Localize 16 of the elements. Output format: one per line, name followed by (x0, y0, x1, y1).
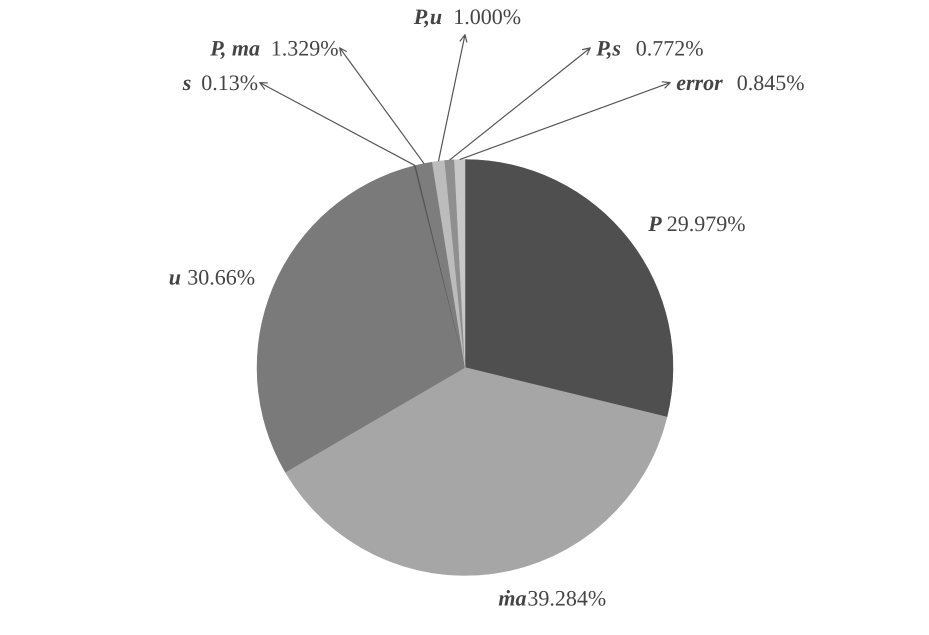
data-label: 1.000% (453, 4, 522, 30)
data-label: 39.284% (527, 586, 606, 611)
slice-label: s (182, 70, 192, 96)
slice-label: error (676, 70, 724, 96)
data-label: 0.772% (636, 35, 704, 60)
data-label: 30.66% (187, 264, 256, 290)
data-label: 29.979% (666, 211, 746, 236)
data-label: 0.13% (201, 70, 258, 96)
slice-label: P (647, 211, 662, 236)
slice-label: P, ma (209, 35, 260, 60)
data-label: 1.329% (270, 35, 339, 60)
slice-label: u (168, 264, 182, 290)
slice-label: P,s (595, 35, 621, 60)
slice-label: ṁa (498, 586, 526, 611)
data-label: 0.845% (736, 70, 805, 96)
slice-label: P,u (412, 4, 442, 30)
